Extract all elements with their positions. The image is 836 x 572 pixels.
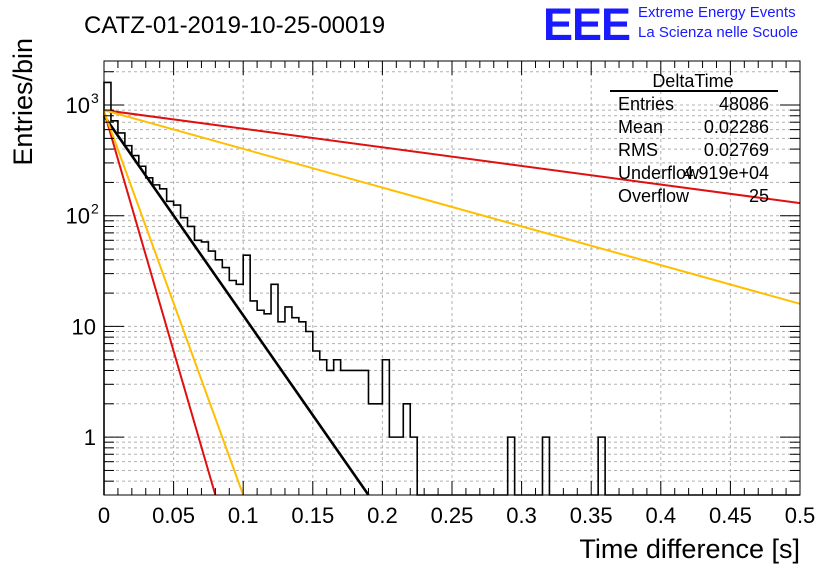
x-tick-label: 0.4 [646, 503, 677, 528]
stats-value: 0.02769 [704, 140, 769, 160]
x-tick-label: 0 [98, 503, 110, 528]
x-tick-label: 0.1 [228, 503, 259, 528]
histogram-bin [292, 318, 299, 495]
stats-label: RMS [618, 140, 658, 160]
histogram-bin [104, 82, 111, 495]
histogram-bin [341, 370, 348, 495]
x-tick-labels: 0 0.05 0.1 0.15 0.2 0.25 0.3 0.35 0.4 0.45 0.5 [98, 503, 815, 528]
logo-line1: Extreme Energy Events [638, 4, 796, 21]
logo-line2: La Scienza nelle Scuole [638, 24, 798, 41]
fit-line-black [102, 115, 370, 496]
stats-label: Mean [618, 117, 663, 137]
histogram-bin [598, 437, 605, 495]
x-tick-label: 0.5 [785, 503, 816, 528]
histogram-bin [160, 189, 167, 495]
y-tick-exponent: 3 [91, 90, 99, 106]
logo-mark: EEE [543, 0, 630, 50]
histogram-bin [362, 370, 369, 495]
histogram-bin [215, 260, 222, 495]
histogram-bin [348, 370, 355, 495]
fit-line-orange [103, 110, 245, 496]
histogram-bin [299, 322, 306, 495]
histogram-bin [334, 360, 341, 495]
histogram-bin [285, 307, 292, 495]
histogram-bin [153, 185, 160, 495]
histogram-bin [174, 205, 181, 495]
histogram-bin [410, 437, 417, 495]
x-tick-label: 0.45 [709, 503, 752, 528]
plot-grid [104, 61, 800, 496]
x-tick-label: 0.2 [367, 503, 398, 528]
stats-value: 0.02286 [704, 117, 769, 137]
stats-label: Entries [618, 94, 674, 114]
histogram-bin [111, 121, 118, 495]
y-tick-label: 10 [66, 93, 90, 118]
histogram-bin [229, 280, 236, 495]
eee-logo: EEE Extreme Energy Events La Scienza nel… [543, 0, 798, 50]
x-tick-label: 0.25 [431, 503, 474, 528]
stats-box: DeltaTime Entries 48086 Mean 0.02286 RMS 0.02… [610, 71, 778, 206]
stats-label: Overflow [618, 186, 690, 206]
histogram-bin [271, 284, 278, 495]
histogram-bin [243, 255, 250, 495]
y-tick-label: 10 [72, 314, 96, 339]
histogram-bin [278, 322, 285, 495]
fit-line-red [103, 109, 801, 205]
histogram-bin [118, 133, 125, 495]
histogram-bin [396, 437, 403, 495]
stats-title: DeltaTime [652, 71, 733, 91]
histogram-bin [222, 268, 229, 495]
stats-rows: Entries 48086 Mean 0.02286 RMS 0.02769Underfl… [618, 94, 769, 206]
stats-value: 48086 [719, 94, 769, 114]
histogram-bin [389, 437, 396, 495]
y-tick-label: 10 [66, 204, 90, 229]
histogram-bin [208, 251, 215, 495]
x-tick-label: 0.05 [152, 503, 195, 528]
x-tick-label: 0.3 [506, 503, 537, 528]
fit-line-red [103, 110, 217, 496]
fit-line-orange [103, 109, 801, 305]
y-axis-title: Entries/bin [8, 38, 38, 166]
run-title: CATZ-01-2019-10-25-00019 [84, 12, 385, 39]
fit-lines [102, 109, 801, 496]
y-tick-exponent: 2 [91, 201, 99, 217]
histogram-bin [264, 314, 271, 495]
stats-label: Underflow [618, 163, 700, 183]
x-tick-label: 0.35 [570, 503, 613, 528]
histogram-bin [382, 360, 389, 495]
x-axis-title: Time difference [s] [579, 534, 800, 564]
x-tick-label: 0.15 [291, 503, 334, 528]
stats-value: 4.919e+04 [683, 163, 769, 183]
y-tick-label: 1 [84, 425, 96, 450]
histogram-bin [542, 437, 549, 495]
histogram-bin [327, 370, 334, 495]
stats-value: 25 [749, 186, 769, 206]
axis-ticks [103, 61, 801, 496]
histogram-bin [508, 437, 515, 495]
